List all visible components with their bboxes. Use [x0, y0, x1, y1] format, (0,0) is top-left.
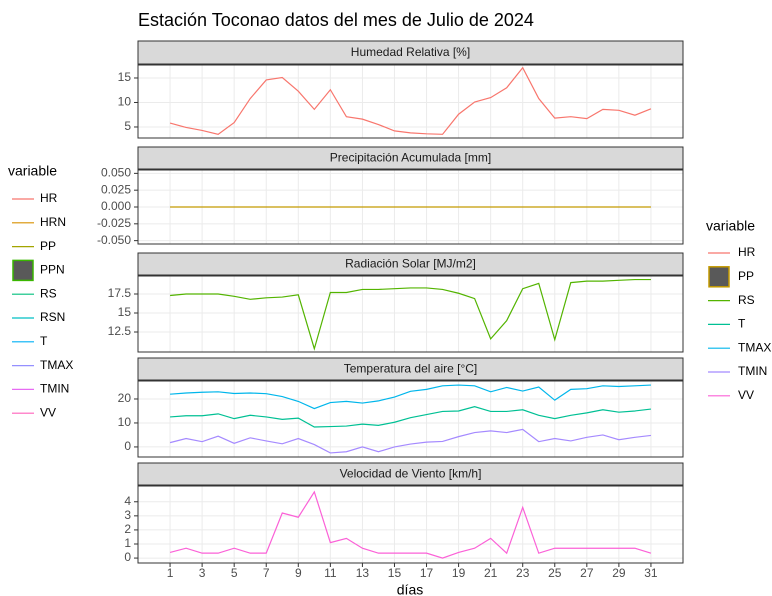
legend-title: variable — [706, 218, 755, 234]
y-tick-label: -0.050 — [97, 233, 131, 247]
y-tick-label: 17.5 — [108, 286, 132, 300]
x-tick-label: 11 — [324, 566, 337, 580]
y-tick-label: 15 — [118, 70, 132, 84]
series-line — [170, 278, 651, 351]
legend-label: HR — [40, 191, 58, 205]
series-line — [170, 384, 651, 410]
x-tick-label: 29 — [612, 566, 626, 580]
legend-title: variable — [8, 163, 57, 179]
panel-border — [137, 485, 684, 564]
legend-label: RS — [40, 286, 57, 300]
strip-title: Temperatura del aire [°C] — [344, 362, 478, 376]
legend-key — [12, 259, 34, 282]
y-tick-label: 15 — [118, 305, 132, 319]
strip-title: Velocidad de Viento [km/h] — [340, 467, 482, 481]
panel-border — [137, 64, 684, 139]
chart-title: Estación Toconao datos del mes de Julio … — [138, 10, 534, 30]
legend-label: RSN — [40, 310, 65, 324]
y-tick-label: 0 — [124, 550, 131, 564]
x-tick-label: 15 — [388, 566, 402, 580]
y-tick-label: 0.000 — [101, 199, 131, 213]
legend-label: HRN — [40, 215, 66, 229]
y-tick-label: 10 — [118, 95, 132, 109]
y-tick-label: 4 — [124, 494, 131, 508]
x-tick-label: 7 — [263, 566, 270, 580]
y-tick-label: 1 — [124, 536, 131, 550]
y-tick-label: 12.5 — [108, 324, 132, 338]
y-tick-label: 2 — [124, 522, 131, 536]
legend-label: TMIN — [40, 382, 69, 396]
y-tick-label: 20 — [118, 391, 132, 405]
strip — [137, 252, 684, 276]
legend-label: RS — [738, 293, 755, 307]
panel-border — [137, 380, 684, 458]
strip — [137, 462, 684, 486]
legend-label: T — [40, 334, 48, 348]
y-tick-label: 10 — [118, 415, 132, 429]
legend-label: TMAX — [738, 340, 771, 354]
legend-label: HR — [738, 245, 756, 259]
y-tick-label: 0.050 — [101, 166, 131, 180]
x-axis-label: días — [397, 582, 423, 596]
x-tick-label: 3 — [199, 566, 206, 580]
series-line — [170, 406, 652, 428]
strip-title: Humedad Relativa [%] — [351, 45, 470, 59]
y-tick-label: -0.025 — [97, 216, 131, 230]
x-tick-label: 9 — [295, 566, 302, 580]
x-tick-label: 1 — [167, 566, 174, 580]
legend-label: VV — [40, 405, 56, 419]
legend-label: TMIN — [738, 364, 767, 378]
x-tick-label: 27 — [580, 566, 594, 580]
legend-label: PP — [738, 269, 754, 283]
legend-label: TMAX — [40, 358, 73, 372]
y-tick-label: 0 — [124, 439, 131, 453]
strip — [137, 146, 684, 170]
y-tick-label: 3 — [124, 508, 131, 522]
series-line — [169, 428, 652, 454]
strip — [137, 357, 684, 381]
legend-label: VV — [738, 388, 754, 402]
x-tick-label: 5 — [231, 566, 238, 580]
series-line — [169, 490, 652, 559]
legend-label: T — [738, 317, 746, 331]
y-tick-label: 0.025 — [101, 182, 131, 196]
strip-title: Radiación Solar [MJ/m2] — [345, 257, 476, 271]
series-line — [169, 66, 652, 135]
x-tick-label: 17 — [420, 566, 434, 580]
y-tick-label: 5 — [124, 119, 131, 133]
strip — [137, 40, 684, 65]
legend-label: PPN — [40, 263, 65, 277]
legend-key — [708, 266, 730, 288]
x-tick-label: 19 — [452, 566, 466, 580]
panel-border — [137, 169, 684, 245]
legend-label: PP — [40, 239, 56, 253]
x-tick-label: 21 — [484, 566, 498, 580]
panel-border — [137, 275, 684, 353]
strip-title: Precipitación Acumulada [mm] — [330, 151, 491, 165]
x-tick-label: 23 — [516, 566, 530, 580]
x-tick-label: 25 — [548, 566, 562, 580]
x-tick-label: 13 — [356, 566, 370, 580]
x-tick-label: 31 — [644, 566, 658, 580]
